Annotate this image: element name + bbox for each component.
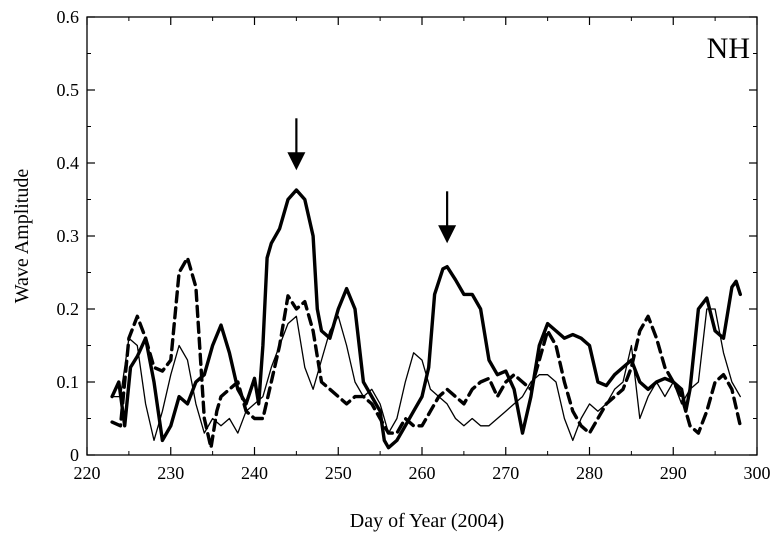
x-tick-label: 260 xyxy=(409,463,436,483)
x-tick-label: 290 xyxy=(660,463,687,483)
y-tick-label: 0.3 xyxy=(57,226,80,246)
y-tick-label: 0.1 xyxy=(57,372,80,392)
series-line-dashed xyxy=(110,256,742,450)
y-tick-label: 0.2 xyxy=(57,299,80,319)
plot-lines xyxy=(110,188,742,450)
x-tick-label: 230 xyxy=(157,463,184,483)
y-tick-label: 0.6 xyxy=(57,7,80,27)
x-tick-label: 240 xyxy=(241,463,268,483)
x-tick-label: 220 xyxy=(74,463,101,483)
annotation-arrows xyxy=(287,118,457,244)
arrow-annotation xyxy=(438,191,457,244)
x-tick-label: 280 xyxy=(576,463,603,483)
x-tick-label: 250 xyxy=(325,463,352,483)
panel-label: NH xyxy=(707,32,750,65)
arrow-annotation xyxy=(287,118,306,171)
y-tick-label: 0 xyxy=(70,445,79,465)
y-axis-label: Wave Amplitude xyxy=(11,169,33,304)
y-tick-label: 0.5 xyxy=(57,80,80,100)
x-tick-label: 300 xyxy=(744,463,771,483)
x-tick-label: 270 xyxy=(492,463,519,483)
x-axis-label: Day of Year (2004) xyxy=(350,510,504,532)
series-line-thin xyxy=(111,308,741,442)
axis-ticks: 220 230 240 250 260 270 280 290 300 0 0.1 0.2 0.3 0.4… xyxy=(57,7,771,483)
y-tick-label: 0.4 xyxy=(57,153,80,173)
series-line-thick xyxy=(110,188,742,450)
